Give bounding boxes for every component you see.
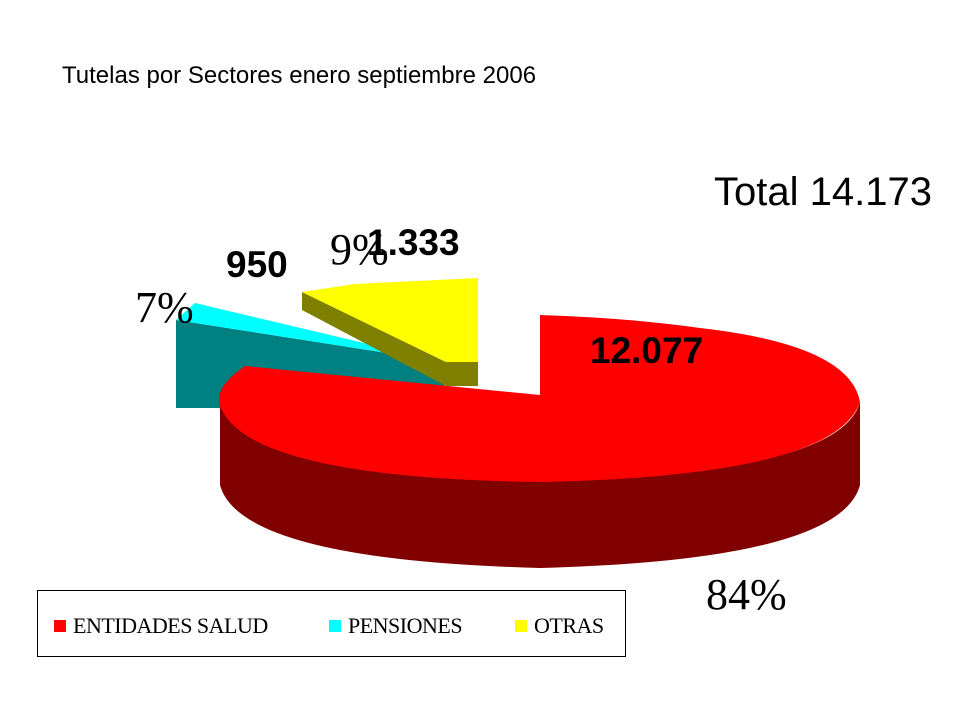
- slice-side-entidades-salud: [220, 402, 860, 568]
- total-label: Total 14.173: [714, 170, 932, 214]
- chart-legend: ENTIDADES SALUD PENSIONES OTRAS: [37, 590, 626, 657]
- value-label-otras: 1.333: [367, 222, 460, 263]
- legend-item-otras: OTRAS: [515, 613, 604, 639]
- percent-label-pensiones: 7%: [135, 283, 194, 332]
- percent-label-entidades-salud: 84%: [706, 570, 787, 619]
- value-label-pensiones: 950: [226, 244, 288, 285]
- legend-swatch-yellow: [515, 620, 527, 632]
- chart-title: Tutelas por Sectores enero septiembre 20…: [62, 62, 537, 89]
- value-label-entidades-salud: 12.077: [590, 330, 703, 371]
- legend-label: OTRAS: [534, 613, 604, 638]
- legend-label: ENTIDADES SALUD: [73, 613, 268, 638]
- slice-side-otras: [302, 292, 446, 386]
- legend-item-pensiones: PENSIONES: [329, 613, 463, 639]
- slice-top-entidades-salud: [218, 315, 861, 482]
- legend-item-entidades-salud: ENTIDADES SALUD: [54, 613, 268, 639]
- slice-top-otras: [302, 278, 478, 362]
- legend-label: PENSIONES: [348, 613, 463, 638]
- legend-swatch-cyan: [329, 620, 341, 632]
- slice-side-otras-cut: [446, 362, 478, 386]
- percent-label-otras: 9%: [330, 225, 389, 274]
- legend-swatch-red: [54, 620, 66, 632]
